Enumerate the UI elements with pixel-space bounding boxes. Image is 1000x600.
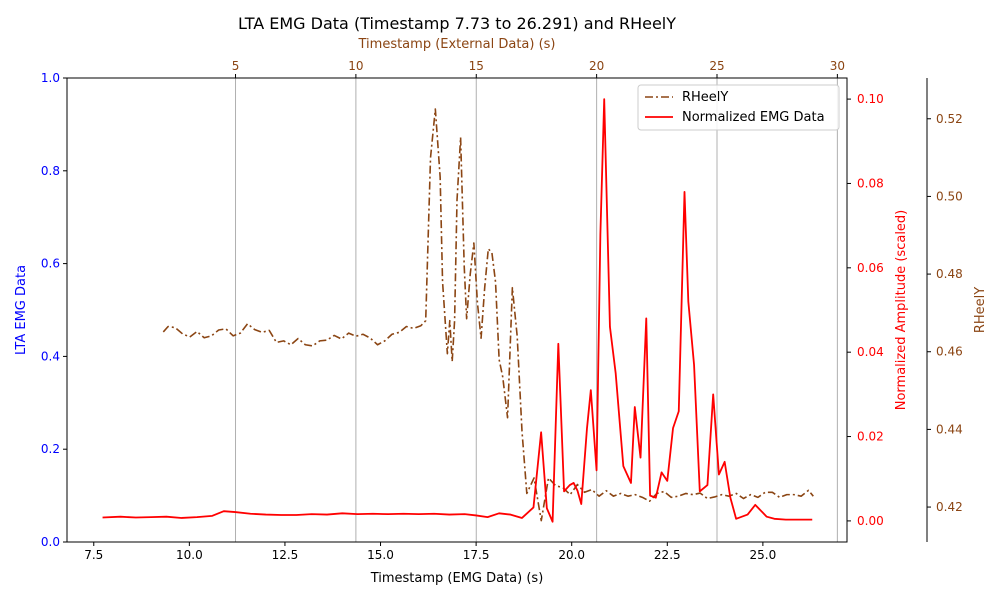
y-right2-tick-label-0: 0.42: [936, 500, 963, 514]
y-axis-right-amplitude-label: Normalized Amplitude (scaled): [894, 210, 909, 411]
y-right1-tick-label-4: 0.08: [857, 176, 884, 190]
y-left-tick-label-2: 0.4: [41, 349, 60, 363]
y-right2-tick-label-4: 0.50: [936, 189, 963, 203]
y-right2-tick-label-3: 0.48: [936, 267, 963, 281]
y-axis-right-rheely-label: RHeelY: [973, 287, 988, 333]
y-left-tick-label-5: 1.0: [41, 71, 60, 85]
x-axis-top: 5 10 15 20 25 30: [232, 59, 845, 78]
y-right2-tick-label-5: 0.52: [936, 112, 963, 126]
x-bottom-tick-label-7: 25.0: [750, 548, 777, 562]
y-axis-left-label: LTA EMG Data: [14, 265, 29, 355]
x-top-tick-label-1: 10: [348, 59, 363, 73]
x-bottom-tick-label-6: 22.5: [654, 548, 681, 562]
series-emg: [102, 98, 813, 523]
x-bottom-tick-label-4: 17.5: [463, 548, 490, 562]
x-axis-bottom: 7.5 10.0 12.5 15.0 17.5 20.0 22.5 25.0: [84, 542, 776, 562]
series-line-emg: [102, 98, 813, 523]
y-left-tick-label-0: 0.0: [41, 535, 60, 549]
y-axis-right-amplitude: 0.00 0.02 0.04 0.06 0.08 0.10: [847, 92, 884, 528]
legend-box: [637, 84, 840, 131]
x-top-tick-label-0: 5: [232, 59, 240, 73]
y-axis-left: 0.0 0.2 0.4 0.6 0.8 1.0: [41, 71, 67, 549]
x-top-tick-label-5: 30: [830, 59, 845, 73]
y-right2-tick-label-2: 0.46: [936, 345, 963, 359]
y-right1-tick-label-3: 0.06: [857, 261, 884, 275]
y-right2-tick-label-1: 0.44: [936, 422, 963, 436]
grid-lines: [235, 78, 838, 542]
legend-label-emg: Normalized EMG Data: [682, 110, 825, 125]
x-top-tick-label-2: 15: [469, 59, 484, 73]
x-bottom-tick-label-2: 12.5: [272, 548, 299, 562]
y-right1-tick-label-5: 0.10: [857, 92, 884, 106]
x-bottom-tick-label-1: 10.0: [176, 548, 203, 562]
series-line-rheely: [162, 108, 814, 522]
x-axis-top-label: Timestamp (External Data) (s): [358, 37, 556, 52]
y-right1-tick-label-2: 0.04: [857, 345, 884, 359]
x-bottom-tick-label-3: 15.0: [367, 548, 394, 562]
y-left-tick-label-3: 0.6: [41, 257, 60, 271]
y-left-tick-label-4: 0.8: [41, 164, 60, 178]
x-top-tick-label-3: 20: [589, 59, 604, 73]
x-axis-bottom-label: Timestamp (EMG Data) (s): [370, 571, 544, 586]
x-bottom-tick-label-5: 20.0: [558, 548, 585, 562]
plot-frame: [66, 77, 848, 543]
series-rheely: [162, 108, 814, 522]
y-axis-right-rheely: 0.42 0.44 0.46 0.48 0.50 0.52: [927, 112, 963, 514]
y-right1-tick-label-1: 0.02: [857, 430, 884, 444]
x-bottom-tick-label-0: 7.5: [84, 548, 103, 562]
legend-label-rheely: RHeelY: [682, 90, 728, 105]
x-top-tick-label-4: 25: [709, 59, 724, 73]
chart-title: LTA EMG Data (Timestamp 7.73 to 26.291) …: [238, 14, 676, 33]
y-right1-tick-label-0: 0.00: [857, 514, 884, 528]
legend: RHeelY Normalized EMG Data: [637, 84, 840, 131]
y-left-tick-label-1: 0.2: [41, 442, 60, 456]
